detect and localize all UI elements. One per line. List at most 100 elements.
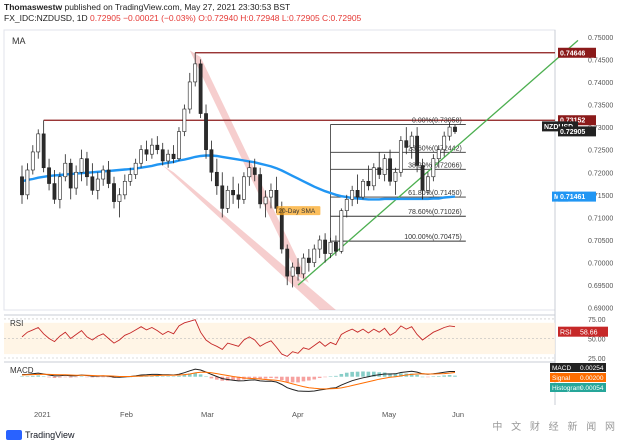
macd-histogram-bar bbox=[409, 373, 414, 377]
x-axis-label: Feb bbox=[120, 410, 133, 419]
candle-body bbox=[398, 140, 403, 173]
macd-histogram-bar bbox=[101, 376, 105, 378]
candle-body bbox=[160, 149, 165, 162]
candle-body bbox=[187, 81, 192, 110]
macd-value-box bbox=[550, 363, 606, 372]
macd-histogram-bar bbox=[166, 376, 170, 377]
macd-value-name: Histogram bbox=[552, 385, 582, 392]
macd-histogram-bar bbox=[177, 375, 181, 377]
candle-body bbox=[247, 167, 252, 178]
x-axis-label: Apr bbox=[292, 410, 304, 419]
author-name[interactable]: Thomaswestw bbox=[4, 2, 63, 12]
candle-body bbox=[382, 158, 387, 175]
candle-body bbox=[447, 126, 452, 137]
candle-body bbox=[409, 135, 414, 148]
macd-histogram-bar bbox=[339, 373, 344, 377]
macd-histogram-bar bbox=[215, 376, 219, 380]
macd-histogram-bar bbox=[263, 376, 268, 379]
macd-histogram-bar bbox=[399, 373, 403, 377]
macd-histogram-bar bbox=[290, 376, 295, 383]
candles bbox=[20, 52, 457, 288]
candle-body bbox=[63, 162, 68, 178]
price-panel: 0.00%(0.73058)23.60%(0.72442)38.20%(0.72… bbox=[20, 39, 579, 310]
macd-histogram-bar bbox=[52, 376, 57, 378]
candle-body bbox=[144, 149, 149, 155]
symbol-label[interactable]: FX_IDC:NZDUSD, 1D bbox=[4, 13, 88, 23]
indicator-label: MA bbox=[12, 36, 26, 46]
macd-histogram-bar bbox=[420, 376, 425, 378]
candle-body bbox=[431, 158, 436, 178]
macd-histogram-bar bbox=[171, 376, 176, 378]
macd-histogram-bar bbox=[182, 374, 187, 377]
candle-body bbox=[306, 257, 311, 263]
candle-body bbox=[290, 266, 295, 277]
macd-value-number: 0.00054 bbox=[580, 385, 604, 392]
candle-body bbox=[415, 135, 420, 166]
candle-body bbox=[214, 171, 219, 187]
candle-body bbox=[122, 180, 127, 196]
macd-histogram-bar bbox=[79, 376, 84, 378]
rsi-value-name: RSI bbox=[560, 330, 572, 337]
candle-body bbox=[339, 210, 344, 252]
channel-lower-band bbox=[162, 165, 336, 310]
macd-histogram-bar bbox=[269, 376, 273, 378]
candle-body bbox=[334, 241, 338, 252]
macd-value-name: Signal bbox=[552, 375, 571, 382]
candle-body bbox=[68, 162, 73, 189]
candle-body bbox=[296, 266, 300, 275]
macd-histogram-bar bbox=[187, 373, 192, 377]
macd-histogram-bar bbox=[355, 371, 360, 377]
candle-body bbox=[139, 149, 143, 164]
publish-info: published on TradingView.com, May 27, 20… bbox=[62, 2, 291, 12]
macd-histogram-bar bbox=[361, 371, 365, 377]
macd-histogram-bar bbox=[382, 372, 387, 377]
candle-body bbox=[225, 190, 230, 209]
candle-body bbox=[420, 165, 425, 191]
price-tick-label: 0.72500 bbox=[588, 148, 613, 155]
candle-body bbox=[436, 149, 441, 160]
candle-body bbox=[442, 135, 447, 150]
macd-histogram-bar bbox=[155, 375, 160, 377]
macd-histogram-bar bbox=[20, 376, 24, 377]
annotation-box bbox=[276, 206, 321, 216]
macd-histogram-bar bbox=[85, 376, 89, 378]
macd-histogram-bar bbox=[258, 376, 262, 379]
candle-body bbox=[74, 171, 79, 189]
macd-title: MACD bbox=[10, 366, 34, 375]
rsi-tick-label: 75.00 bbox=[588, 317, 606, 324]
candle-body bbox=[150, 144, 154, 155]
candle-body bbox=[198, 63, 203, 114]
signal-line bbox=[21, 371, 456, 390]
rsi-band bbox=[4, 322, 555, 355]
candle-body bbox=[323, 239, 328, 254]
price-tick-label: 0.75000 bbox=[588, 35, 613, 42]
macd-line bbox=[21, 368, 455, 392]
price-label-box bbox=[558, 191, 596, 202]
tradingview-logo[interactable]: TradingView bbox=[6, 430, 75, 440]
macd-histogram-bar bbox=[328, 376, 333, 377]
macd-value-number: 0.00254 bbox=[580, 365, 604, 372]
macd-histogram-bar bbox=[252, 376, 257, 378]
candle-body bbox=[404, 140, 409, 148]
candle-body bbox=[274, 190, 279, 209]
macd-histogram-bar bbox=[334, 375, 338, 377]
axes: 0.69000 0.69500 0.70000 0.70500 0.71000 0.715… bbox=[34, 35, 613, 419]
macd-value-box bbox=[550, 383, 606, 392]
candle-body bbox=[301, 257, 306, 275]
price-change: −0.00021 (−0.03%) bbox=[123, 13, 196, 23]
price-tick-label: 0.70000 bbox=[588, 261, 613, 268]
rsi-tick-label: 25.00 bbox=[588, 356, 606, 363]
candle-body bbox=[155, 144, 160, 150]
ohlc-values: O:0.72940 H:0.72948 L:0.72905 C:0.72905 bbox=[198, 13, 362, 23]
candle-body bbox=[209, 149, 214, 173]
price-tick-label: 0.73500 bbox=[588, 103, 613, 110]
sma-annotation: 20-Day SMA bbox=[276, 206, 321, 216]
fib-level-label: 61.80%(0.71450) bbox=[408, 190, 462, 197]
candle-body bbox=[30, 151, 35, 171]
candle-body bbox=[453, 126, 457, 132]
candle-body bbox=[171, 153, 176, 160]
price-tick-label: 0.71500 bbox=[588, 193, 613, 200]
macd-histogram-bar bbox=[204, 376, 208, 378]
price-label-box bbox=[558, 126, 596, 137]
